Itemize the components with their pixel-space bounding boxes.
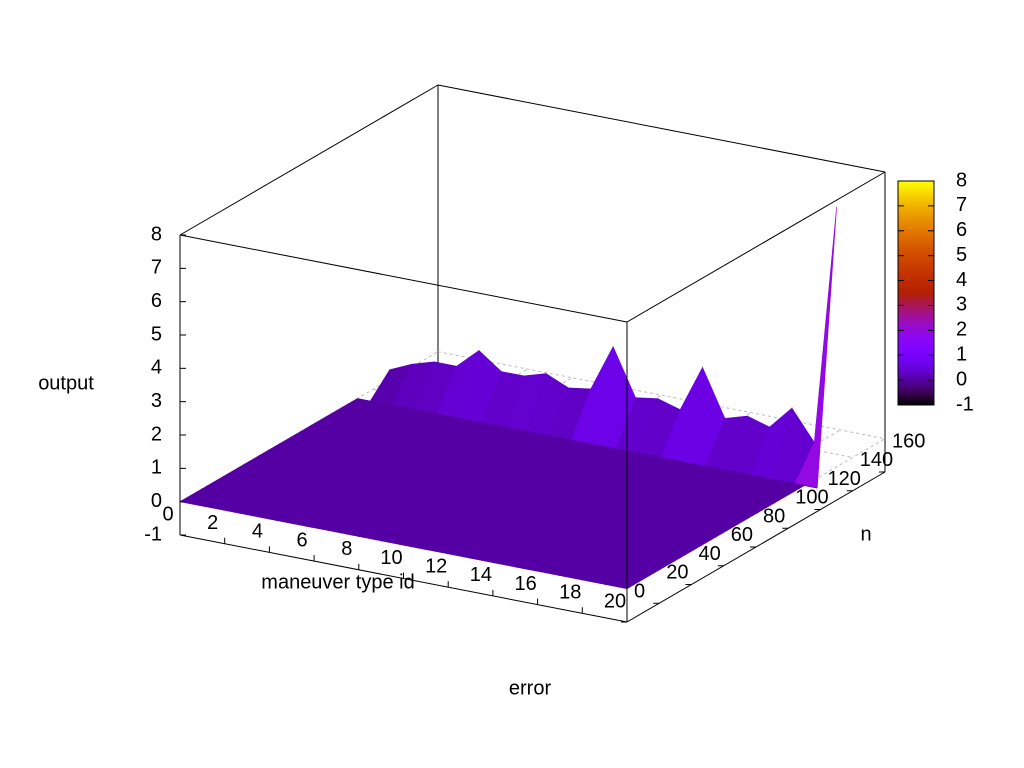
colorbar-tick-label: 1 — [956, 344, 967, 366]
colorbar-tick-label: 6 — [956, 219, 967, 241]
colorbar-tick-label: 3 — [956, 294, 967, 316]
y-tick-label: 120 — [828, 468, 861, 490]
z-tick-label: 3 — [151, 390, 162, 412]
z-tick-label: 4 — [151, 357, 162, 379]
chart-title: error — [509, 677, 552, 699]
z-tick-label: 8 — [151, 223, 162, 245]
y-tick-label: 80 — [763, 505, 785, 527]
x-tick-label: 0 — [162, 503, 173, 525]
colorbar-tick-label: 2 — [956, 319, 967, 341]
box-edge — [626, 171, 886, 323]
y-axis-label: n — [860, 523, 871, 545]
x-tick-label: 20 — [604, 590, 626, 612]
box-edge — [179, 84, 439, 236]
x-tick-label: 10 — [380, 547, 402, 569]
z-tick-label: 2 — [151, 423, 162, 445]
grid-line — [437, 351, 886, 440]
z-tick-label: 0 — [151, 490, 162, 512]
y-tick-label: 20 — [666, 562, 688, 584]
z-tick-label: 6 — [151, 290, 162, 312]
x-tick-label: 2 — [207, 512, 218, 534]
colorbar-tick-label: 7 — [956, 194, 967, 216]
colorbar-tick-label: 0 — [956, 368, 967, 390]
box-edge — [179, 234, 628, 323]
x-tick-label: 14 — [470, 564, 492, 586]
y-tick-label: 100 — [795, 487, 828, 509]
y-tick-label: 160 — [892, 430, 925, 452]
z-axis-label: output — [38, 372, 94, 394]
x-tick-label: 18 — [559, 582, 581, 604]
y-tick-label: 0 — [634, 580, 645, 602]
colorbar-tick-label: 4 — [956, 269, 967, 291]
colorbar-tick-label: 5 — [956, 244, 967, 266]
x-axis-label: maneuver type id — [261, 571, 414, 593]
x-tick-label: 16 — [514, 573, 536, 595]
z-tick-label: -1 — [144, 523, 162, 545]
x-tick-label: 8 — [341, 538, 352, 560]
z-tick-label: 7 — [151, 257, 162, 279]
x-tick-label: 4 — [252, 521, 263, 543]
y-tick-label: 140 — [860, 449, 893, 471]
colorbar-tick-label: 8 — [956, 169, 967, 191]
x-tick-label: 6 — [297, 529, 308, 551]
z-tick-label: 5 — [151, 323, 162, 345]
y-tick-label: 40 — [699, 543, 721, 565]
colorbar-tick-label: -1 — [956, 393, 974, 415]
box-edge — [437, 84, 886, 173]
colorbar — [897, 180, 935, 406]
surface-quad — [603, 546, 693, 589]
z-tick-label: 1 — [151, 457, 162, 479]
y-tick-label: 60 — [731, 524, 753, 546]
x-tick-label: 12 — [425, 555, 447, 577]
